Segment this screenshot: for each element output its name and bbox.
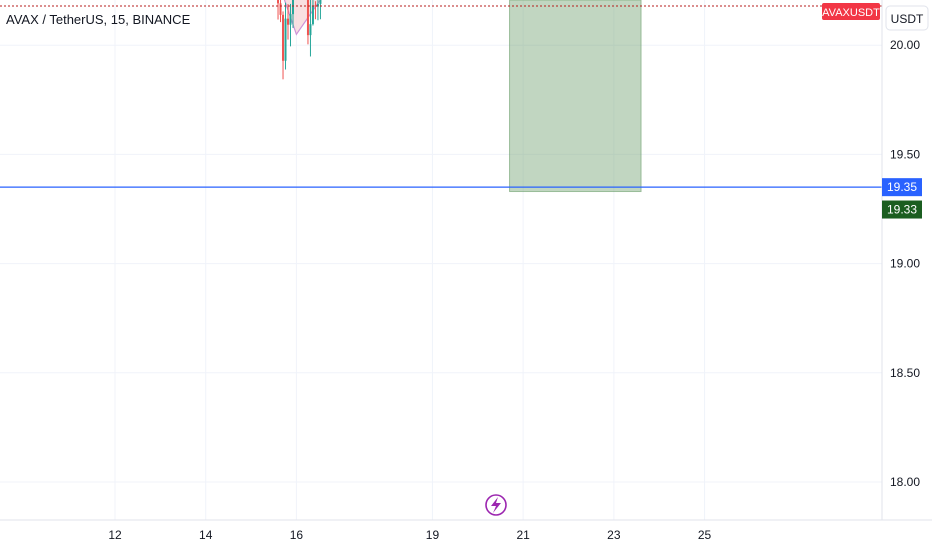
position-box-rect[interactable] [509, 0, 642, 193]
lightning-icon[interactable] [485, 494, 507, 516]
candle-body [289, 14, 292, 25]
candle-body [279, 3, 282, 15]
candle-body [291, 0, 294, 15]
currency-button[interactable] [885, 5, 929, 31]
price-tick-label: 18.50 [890, 366, 920, 380]
time-tick-label: 14 [199, 528, 213, 542]
horizontal-lines[interactable] [0, 0, 882, 188]
candle-body [284, 18, 287, 61]
time-axis-ticks: 12 14 16 19 21 23 25 [108, 528, 711, 542]
time-tick-label: 19 [426, 528, 440, 542]
time-tick-label: 25 [698, 528, 712, 542]
time-axis-bg [0, 520, 882, 550]
grid-lines [0, 0, 882, 520]
symbol-tag [822, 3, 880, 20]
cloud-lower-line [283, 0, 322, 36]
candles [277, 0, 322, 80]
time-tick-label: 12 [108, 528, 122, 542]
candle-body [319, 0, 322, 4]
price-tick-label: 20.00 [890, 38, 920, 52]
price-labels: 21.1719.3522.3419.33 [882, 178, 922, 219]
price-label-box [882, 200, 922, 219]
candle-body [314, 5, 317, 7]
time-tick-label: 23 [607, 528, 621, 542]
candle-body [311, 5, 314, 25]
candle-body [277, 0, 280, 4]
candle-body [309, 24, 312, 36]
candle-body [316, 3, 319, 7]
price-label-text: 19.33 [887, 203, 917, 217]
time-tick-label: 16 [290, 528, 304, 542]
chart-title: AVAX / TetherUS, 15, BINANCE [6, 12, 191, 27]
candle-body [306, 0, 309, 36]
time-tick-label: 21 [516, 528, 530, 542]
symbol-tag-label: AVAXUSDT [822, 7, 880, 19]
candle-body [282, 14, 285, 61]
price-label-box [882, 178, 922, 197]
price-tick-label: 19.50 [890, 147, 920, 161]
price-tick-label: 19.00 [890, 257, 920, 271]
position-box [509, 0, 642, 193]
price-label-text: 19.35 [887, 180, 917, 194]
price-tick-label: 18.00 [890, 475, 920, 489]
currency-label: USDT [891, 12, 924, 26]
price-axis-bg [882, 0, 932, 550]
candle-body [287, 18, 290, 25]
